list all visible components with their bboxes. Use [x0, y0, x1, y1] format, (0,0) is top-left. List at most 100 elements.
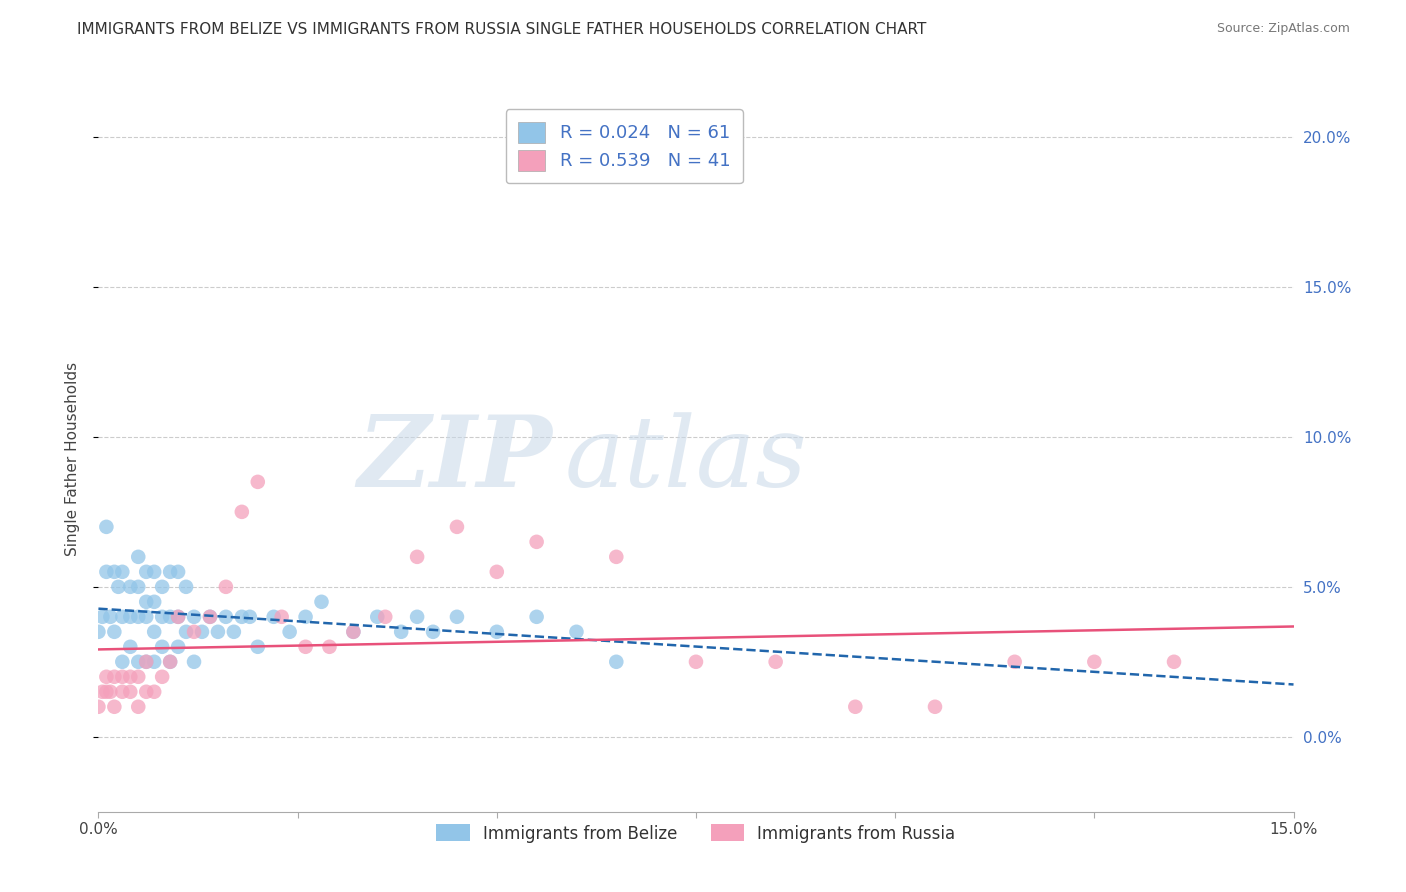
Point: [111, 670, 134, 684]
Point: [143, 655, 166, 669]
Point: [215, 580, 238, 594]
Point: [91, 609, 114, 624]
Point: [98, 609, 122, 624]
Point: [150, 640, 173, 654]
Point: [294, 609, 316, 624]
Point: [526, 534, 548, 549]
Point: [198, 609, 221, 624]
Point: [422, 624, 444, 639]
Point: [246, 640, 269, 654]
Point: [120, 609, 142, 624]
Point: [135, 655, 157, 669]
Point: [406, 549, 429, 564]
Point: [111, 609, 134, 624]
Point: [246, 475, 269, 489]
Point: [222, 624, 245, 639]
Point: [239, 609, 262, 624]
Point: [87, 699, 110, 714]
Point: [150, 609, 173, 624]
Point: [765, 655, 787, 669]
Point: [174, 624, 197, 639]
Legend: Immigrants from Belize, Immigrants from Russia: Immigrants from Belize, Immigrants from …: [430, 818, 962, 849]
Point: [215, 609, 238, 624]
Point: [135, 595, 157, 609]
Point: [844, 699, 866, 714]
Point: [278, 624, 301, 639]
Point: [485, 565, 508, 579]
Point: [91, 685, 114, 699]
Point: [159, 609, 181, 624]
Point: [127, 549, 149, 564]
Point: [207, 624, 229, 639]
Point: [127, 670, 149, 684]
Point: [98, 685, 122, 699]
Point: [1163, 655, 1185, 669]
Point: [120, 640, 142, 654]
Point: [1083, 655, 1105, 669]
Point: [294, 640, 316, 654]
Point: [191, 624, 214, 639]
Point: [127, 699, 149, 714]
Point: [167, 609, 190, 624]
Point: [96, 685, 118, 699]
Point: [198, 609, 221, 624]
Point: [167, 565, 190, 579]
Point: [485, 624, 508, 639]
Point: [685, 655, 707, 669]
Text: Source: ZipAtlas.com: Source: ZipAtlas.com: [1216, 22, 1350, 36]
Point: [446, 609, 468, 624]
Point: [374, 609, 396, 624]
Point: [159, 655, 181, 669]
Point: [167, 609, 190, 624]
Point: [446, 520, 468, 534]
Point: [120, 580, 142, 594]
Point: [389, 624, 412, 639]
Point: [107, 580, 129, 594]
Point: [366, 609, 388, 624]
Point: [526, 609, 548, 624]
Point: [174, 580, 197, 594]
Point: [159, 655, 181, 669]
Point: [183, 609, 205, 624]
Point: [103, 670, 125, 684]
Point: [87, 624, 110, 639]
Point: [111, 655, 134, 669]
Point: [127, 580, 149, 594]
Point: [342, 624, 364, 639]
Point: [143, 595, 166, 609]
Point: [103, 565, 125, 579]
Text: IMMIGRANTS FROM BELIZE VS IMMIGRANTS FROM RUSSIA SINGLE FATHER HOUSEHOLDS CORREL: IMMIGRANTS FROM BELIZE VS IMMIGRANTS FRO…: [77, 22, 927, 37]
Point: [143, 565, 166, 579]
Text: ZIP: ZIP: [357, 411, 553, 508]
Point: [231, 505, 253, 519]
Point: [103, 624, 125, 639]
Point: [406, 609, 429, 624]
Point: [135, 685, 157, 699]
Point: [159, 565, 181, 579]
Point: [96, 520, 118, 534]
Point: [183, 624, 205, 639]
Point: [103, 699, 125, 714]
Point: [183, 655, 205, 669]
Point: [127, 655, 149, 669]
Point: [605, 655, 627, 669]
Text: atlas: atlas: [565, 412, 807, 507]
Point: [924, 699, 946, 714]
Point: [127, 609, 149, 624]
Point: [120, 670, 142, 684]
Point: [342, 624, 364, 639]
Point: [96, 670, 118, 684]
Point: [318, 640, 340, 654]
Point: [263, 609, 285, 624]
Point: [143, 685, 166, 699]
Point: [135, 609, 157, 624]
Point: [111, 565, 134, 579]
Point: [231, 609, 253, 624]
Point: [565, 624, 588, 639]
Point: [135, 655, 157, 669]
Point: [1004, 655, 1026, 669]
Point: [605, 549, 627, 564]
Point: [150, 670, 173, 684]
Point: [311, 595, 333, 609]
Point: [150, 580, 173, 594]
